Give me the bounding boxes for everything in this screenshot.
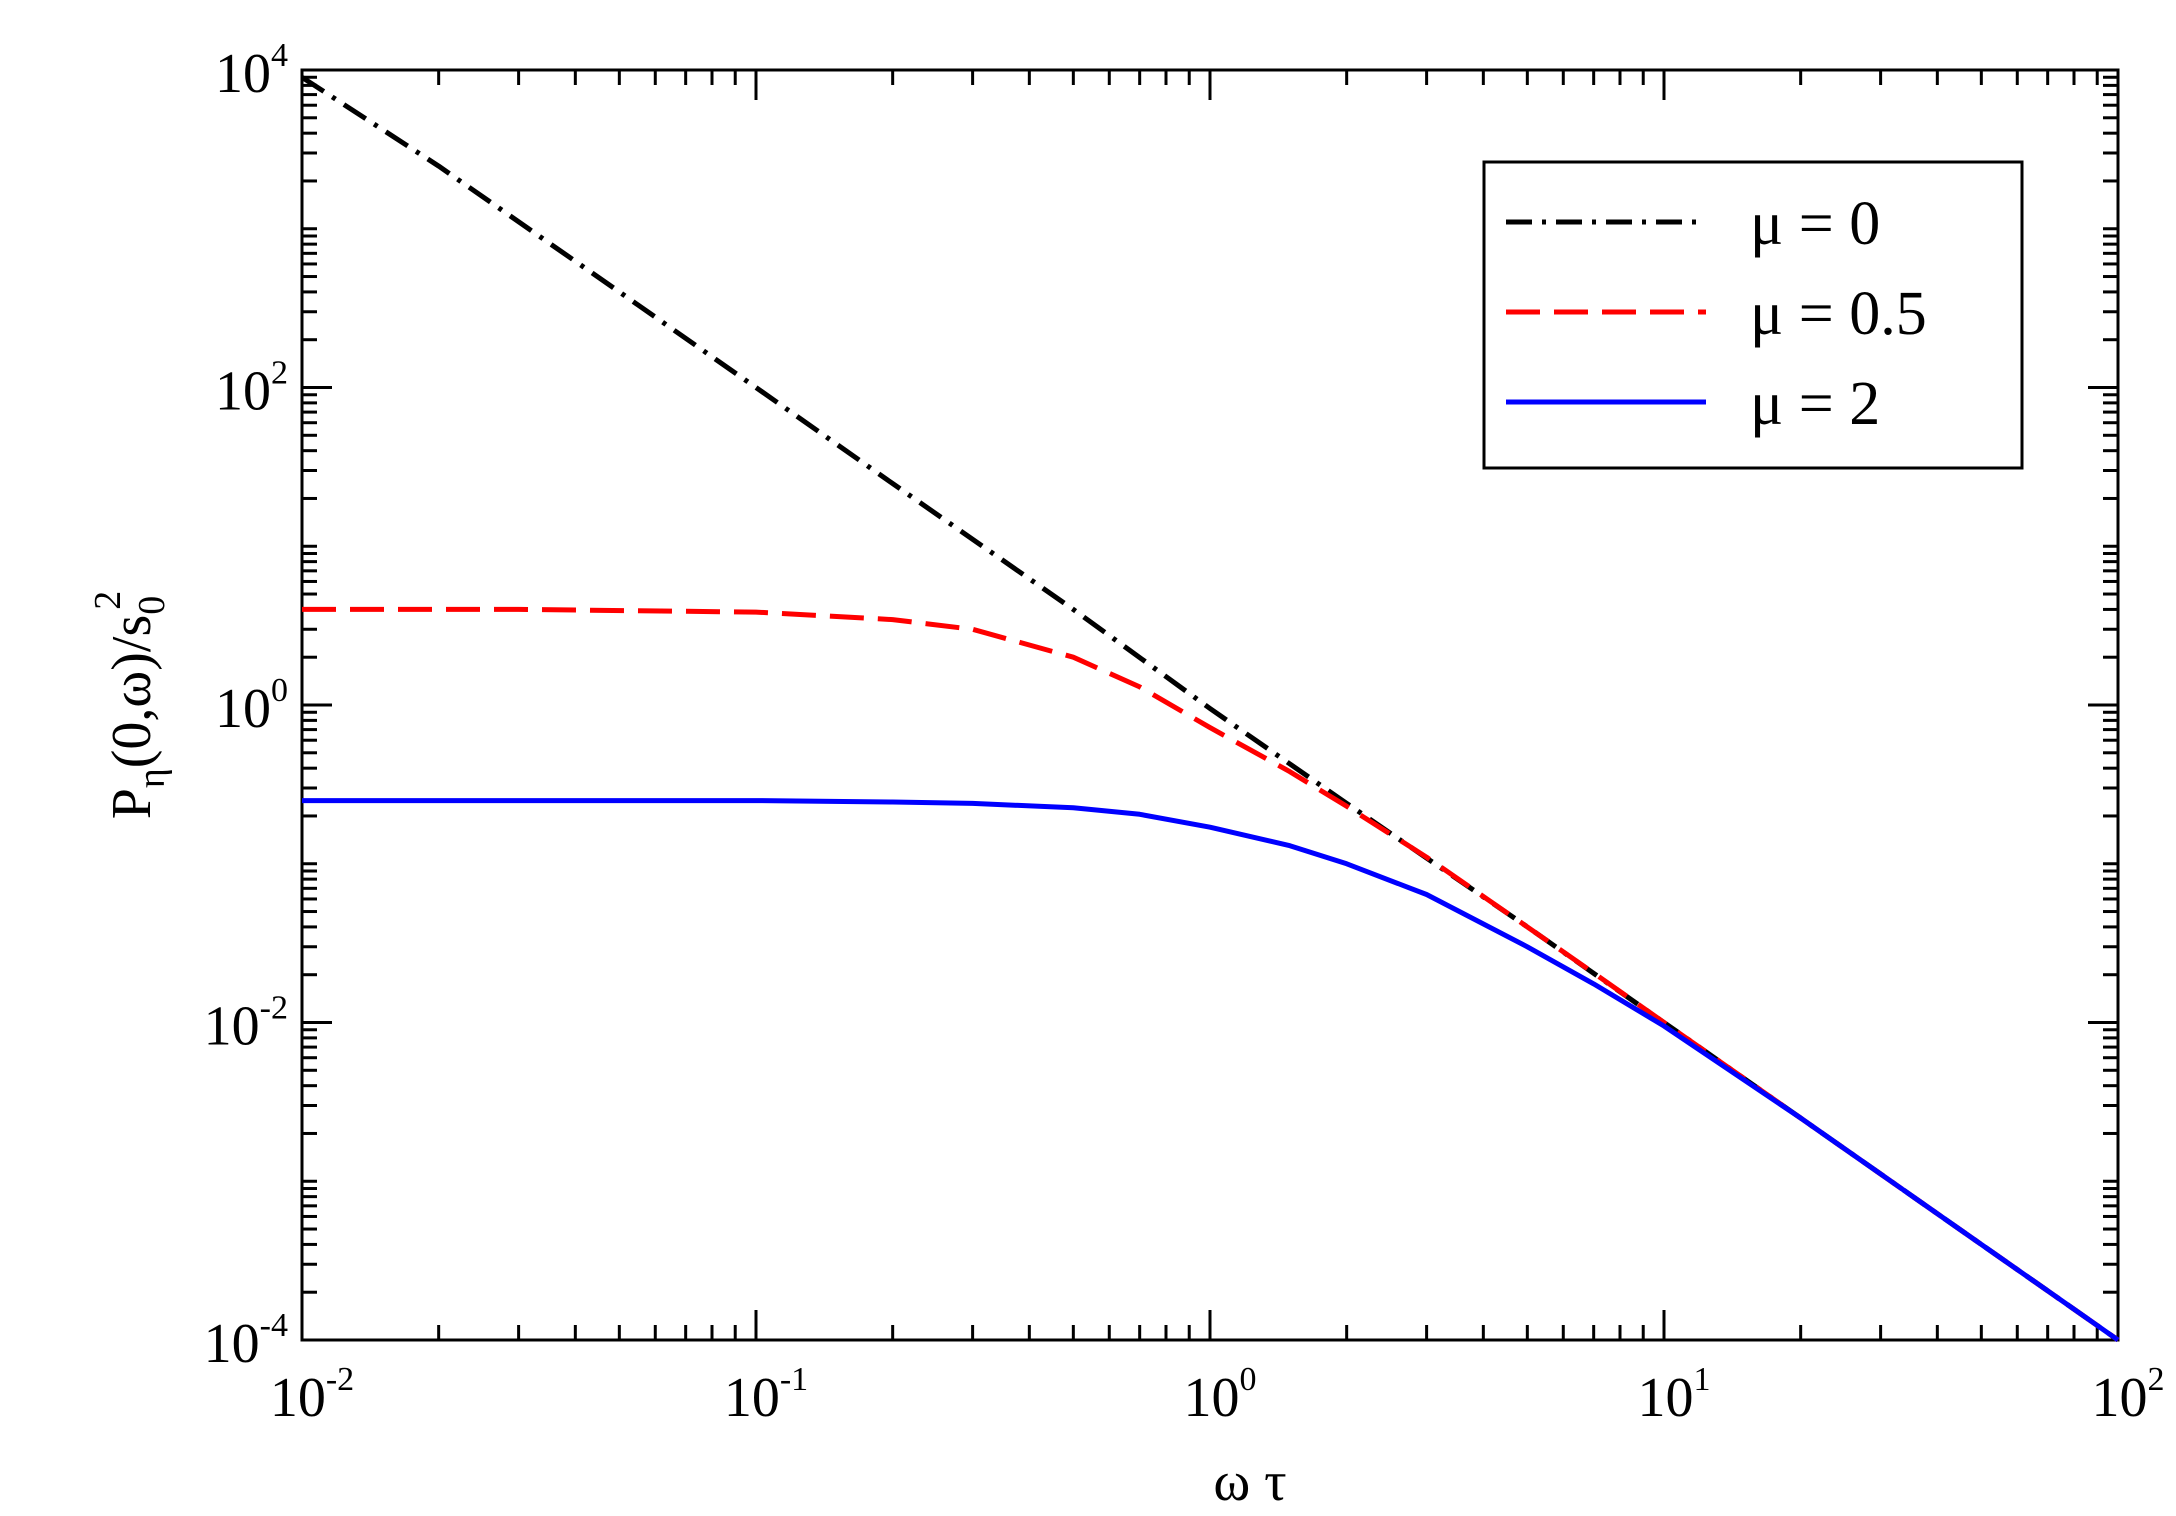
y-tick-label: 102 [215,355,288,423]
y-label-main-1: P [101,788,163,819]
y-tick-label-exponent: 4 [271,37,288,74]
x-tick-label-base: 10 [724,1367,780,1429]
y-tick-label: 104 [215,37,288,105]
x-tick-label-exponent: -2 [326,1361,354,1398]
legend: μ = 0 μ = 0.5 μ = 2 [1482,160,2024,470]
y-tick-label-base: 10 [215,361,271,423]
y-label-main-2: (0,ω)/s [101,615,163,769]
x-tick-label: 101 [1638,1361,1711,1429]
legend-label-1: μ = 0 [1750,190,1880,258]
legend-label-2: μ = 0.5 [1750,280,1927,348]
y-tick-label-exponent: -2 [260,990,288,1027]
y-label-sub-1: η [131,768,173,788]
y-tick-label-exponent: 2 [271,355,288,392]
series-line-3 [302,798,2120,1343]
y-tick-label-exponent: -4 [260,1307,288,1344]
x-tick-label-exponent: 1 [1694,1361,1711,1398]
x-tick-label: 102 [2092,1361,2165,1429]
x-tick-label-exponent: -1 [780,1361,808,1398]
y-tick-label-base: 10 [204,1313,260,1375]
axis-ticks [300,68,2120,1342]
x-tick-label-exponent: 0 [1240,1361,1257,1398]
y-tick-label-base: 10 [215,678,271,740]
x-tick-label: 100 [1184,1361,1257,1429]
x-tick-label-base: 10 [1184,1367,1240,1429]
y-tick-label: 100 [215,672,288,740]
x-tick-label: 10-2 [270,1361,354,1429]
x-axis-label: ω τ [1213,1451,1286,1513]
y-tick-label-base: 10 [215,43,271,105]
y-tick-label: 10-2 [204,990,288,1058]
y-tick-label-base: 10 [204,996,260,1058]
x-tick-label-base: 10 [1638,1367,1694,1429]
x-tick-label: 10-1 [724,1361,808,1429]
y-tick-label: 10-4 [204,1307,288,1375]
x-tick-label-exponent: 2 [2148,1361,2165,1398]
x-tick-label-base: 10 [2092,1367,2148,1429]
series-lines [300,75,2120,1343]
y-tick-label-exponent: 0 [271,672,288,709]
y-label-sub-2: 0 [131,596,173,615]
legend-label-3: μ = 2 [1750,370,1880,438]
y-label-sup: 2 [87,591,129,610]
series-line-2 [302,606,2120,1343]
y-axis-label: Pη(0,ω)/s02 [87,591,173,820]
legend-box [1482,160,2024,470]
x-tick-label-base: 10 [270,1367,326,1429]
